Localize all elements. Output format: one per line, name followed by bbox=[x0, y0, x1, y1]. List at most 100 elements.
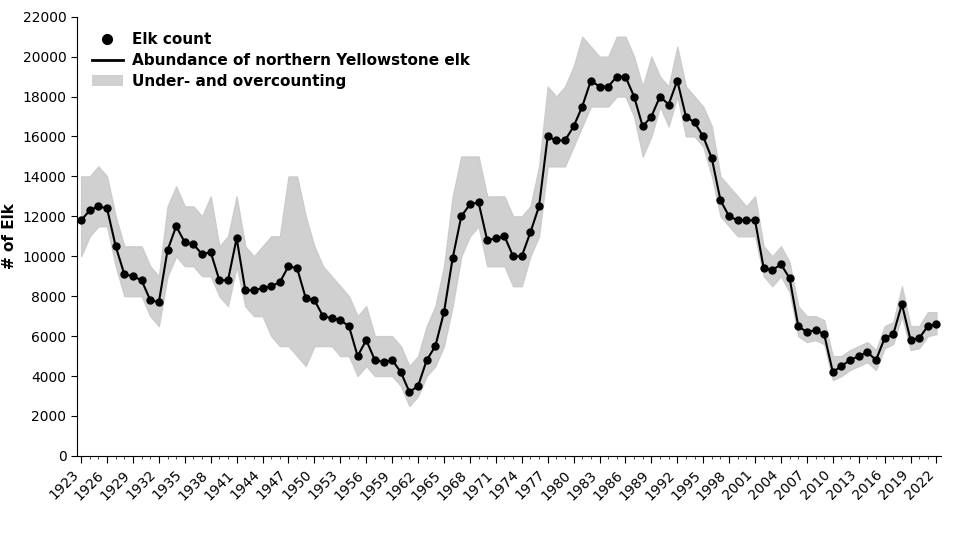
Point bbox=[505, 252, 520, 261]
Point bbox=[82, 206, 97, 215]
Point bbox=[764, 266, 780, 275]
Point bbox=[686, 118, 702, 127]
Point bbox=[531, 202, 546, 211]
Point bbox=[574, 102, 589, 111]
Point bbox=[790, 322, 805, 331]
Point bbox=[825, 368, 840, 376]
Point bbox=[133, 276, 149, 285]
Point bbox=[902, 336, 918, 345]
Point bbox=[116, 270, 132, 279]
Point bbox=[756, 264, 772, 272]
Point bbox=[298, 294, 313, 302]
Point bbox=[151, 298, 166, 307]
Point bbox=[514, 252, 529, 261]
Point bbox=[860, 348, 876, 356]
Point bbox=[781, 274, 797, 282]
Point bbox=[540, 132, 556, 141]
Point bbox=[444, 254, 460, 263]
Point bbox=[600, 82, 615, 91]
Point bbox=[808, 326, 824, 335]
Point bbox=[557, 136, 572, 145]
Point bbox=[816, 330, 831, 339]
Point bbox=[332, 316, 348, 325]
Point bbox=[453, 212, 468, 221]
Point bbox=[617, 72, 633, 81]
Point bbox=[833, 361, 849, 370]
Point bbox=[773, 260, 788, 269]
Point bbox=[384, 356, 399, 365]
Point bbox=[289, 264, 304, 272]
Point bbox=[678, 112, 693, 121]
Point bbox=[212, 276, 228, 285]
Point bbox=[747, 216, 762, 225]
Point bbox=[428, 341, 444, 351]
Point bbox=[228, 234, 244, 243]
Point bbox=[583, 76, 598, 85]
Point bbox=[376, 358, 392, 366]
Point bbox=[393, 368, 408, 376]
Point bbox=[73, 216, 88, 225]
Point bbox=[168, 222, 183, 231]
Point bbox=[496, 232, 512, 241]
Point bbox=[306, 296, 322, 305]
Point bbox=[358, 336, 373, 345]
Point bbox=[592, 82, 608, 91]
Point bbox=[108, 242, 124, 251]
Point bbox=[367, 356, 382, 365]
Point bbox=[90, 202, 106, 211]
Point bbox=[254, 284, 270, 292]
Point bbox=[160, 246, 176, 255]
Point bbox=[894, 300, 909, 309]
Point bbox=[712, 196, 728, 205]
Point bbox=[669, 76, 684, 85]
Point bbox=[842, 356, 857, 365]
Point bbox=[876, 334, 892, 342]
Point bbox=[705, 154, 720, 163]
Point bbox=[868, 356, 883, 365]
Point bbox=[264, 282, 279, 291]
Point bbox=[324, 314, 340, 322]
Point bbox=[462, 200, 477, 209]
Point bbox=[125, 272, 140, 281]
Point bbox=[851, 351, 866, 360]
Point bbox=[410, 381, 425, 390]
Point bbox=[696, 132, 711, 141]
Point bbox=[738, 216, 754, 225]
Point bbox=[912, 334, 927, 342]
Point bbox=[99, 204, 114, 213]
Point bbox=[341, 322, 356, 331]
Point bbox=[419, 356, 434, 365]
Point bbox=[928, 320, 944, 329]
Point bbox=[142, 296, 157, 305]
Point bbox=[273, 278, 288, 287]
Point bbox=[522, 228, 538, 237]
Point bbox=[246, 286, 261, 295]
Point bbox=[653, 92, 668, 101]
Point bbox=[194, 250, 209, 259]
Point bbox=[237, 286, 252, 295]
Point bbox=[548, 136, 564, 145]
Point bbox=[220, 276, 236, 285]
Point bbox=[921, 322, 936, 331]
Point bbox=[885, 330, 900, 339]
Point bbox=[799, 327, 814, 336]
Point bbox=[480, 236, 495, 245]
Point bbox=[280, 262, 296, 271]
Point bbox=[565, 122, 581, 131]
Point bbox=[721, 212, 736, 221]
Legend: Elk count, Abundance of northern Yellowstone elk, Under- and overcounting: Elk count, Abundance of northern Yellows… bbox=[84, 24, 477, 97]
Point bbox=[470, 198, 486, 207]
Point bbox=[177, 238, 192, 247]
Y-axis label: # of Elk: # of Elk bbox=[2, 203, 17, 269]
Point bbox=[644, 112, 660, 121]
Point bbox=[315, 312, 330, 321]
Point bbox=[436, 307, 451, 316]
Point bbox=[730, 216, 745, 225]
Point bbox=[489, 234, 504, 243]
Point bbox=[203, 248, 218, 257]
Point bbox=[609, 72, 624, 81]
Point bbox=[635, 122, 650, 131]
Point bbox=[185, 240, 201, 249]
Point bbox=[349, 351, 365, 360]
Point bbox=[660, 100, 676, 109]
